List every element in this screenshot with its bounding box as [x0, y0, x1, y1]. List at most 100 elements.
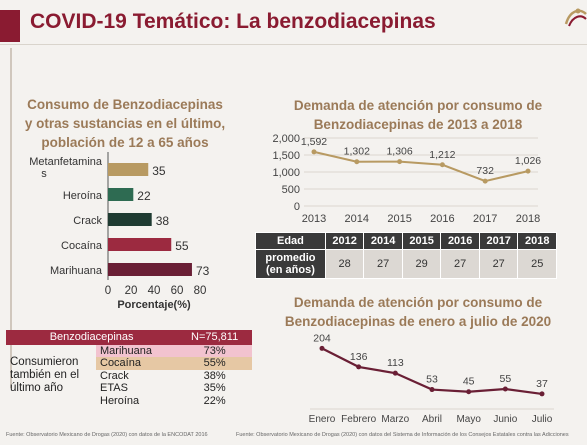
age-table-value: 29	[401, 249, 442, 279]
left-chart-title-line: población de 12 a 65 años	[41, 135, 209, 150]
data-label: 732	[476, 165, 494, 177]
x-tick-label: Enero	[309, 414, 336, 425]
demand-2013-2018-line-chart: 0 500 1,000 1,500 2,000 1,592 2013 1,302 2014 1,3…	[272, 133, 541, 225]
data-point	[356, 364, 362, 370]
data-point	[502, 386, 508, 392]
data-label: 204	[313, 332, 331, 344]
left-chart-title-line: y otras sustancias en el último,	[24, 116, 226, 131]
benzo-row-name: Cocaína	[96, 357, 178, 370]
benzo-table-row-label-line: también en el	[10, 369, 80, 382]
header-divider	[0, 44, 587, 45]
x-tick-label: Junio	[493, 414, 517, 425]
page-title: COVID-19 Temático: La benzodiacepinas	[30, 10, 436, 33]
x-tick-label: 2018	[516, 213, 540, 225]
bar-x-tick-label: 60	[171, 285, 184, 297]
data-label: 37	[536, 378, 548, 390]
x-tick-label: 2016	[430, 213, 454, 225]
data-point	[397, 159, 403, 165]
benzo-row-name: Crack	[100, 369, 129, 382]
benzodiacepinas-table: Benzodiacepinas N=75,811 Consumieron tam…	[6, 330, 252, 407]
age-table-value: 28	[324, 249, 365, 279]
y-tick-label: 1,500	[272, 150, 300, 162]
bar-x-tick-label: 0	[105, 285, 111, 297]
demand-2013-2018-title-line: Demanda de atención por consumo de	[293, 98, 543, 113]
benzo-row-name: ETAS	[100, 382, 128, 395]
bar-x-tick-label: 20	[125, 285, 138, 297]
age-table-year: 2017	[478, 232, 519, 250]
bar-data-label: 73	[196, 264, 210, 278]
bar-x-axis-label: Porcentaje(%)	[117, 299, 191, 311]
demand-2013-2018-title: Demanda de atención por consumo de Benzo…	[268, 96, 568, 134]
data-label: 53	[426, 374, 438, 386]
bar	[108, 263, 192, 276]
bar	[108, 188, 134, 201]
data-label: 1,302	[344, 146, 370, 158]
bar	[108, 238, 172, 251]
footer-source-left: Fuente: Observatorio Mexicano de Drogas …	[6, 432, 208, 438]
data-point	[482, 178, 488, 184]
data-point	[392, 370, 398, 376]
benzo-row-name: Heroína	[100, 394, 140, 407]
benzo-table-row-label-line: último año	[10, 382, 64, 395]
age-table-value: 27	[363, 249, 403, 279]
bar-data-label: 22	[137, 189, 151, 203]
bar-data-label: 35	[152, 164, 166, 178]
age-table-year: 2018	[517, 232, 557, 250]
data-label: 1,306	[386, 146, 412, 158]
x-tick-label: Marzo	[381, 414, 409, 425]
data-label: 113	[387, 357, 404, 369]
title-accent-bar	[0, 10, 20, 42]
x-tick-label: 2017	[473, 213, 497, 225]
x-tick-label: Abril	[422, 414, 442, 425]
x-tick-label: Febrero	[341, 414, 376, 425]
age-table-year: 2012	[324, 232, 365, 250]
bar-category-label: Marihuana	[50, 265, 103, 277]
left-chart-title-line: Consumo de Benzodiacepinas	[27, 97, 223, 112]
demand-2020-title: Demanda de atención por consumo de Benzo…	[268, 293, 568, 331]
data-point	[354, 159, 360, 165]
left-chart-title: Consumo de Benzodiacepinas y otras susta…	[10, 95, 240, 152]
demand-2013-2018-title-line: Benzodiacepinas de 2013 a 2018	[313, 117, 523, 132]
bar-x-tick-label: 40	[148, 285, 161, 297]
benzo-table-row-label-line: Consumieron	[10, 356, 79, 369]
age-table-value: 27	[440, 249, 480, 279]
benzo-table-row-label: Consumieron también en el último año	[6, 345, 96, 408]
age-table-header-label: Edad	[255, 232, 326, 250]
demand-2020-title-line: Demanda de atención por consumo de	[293, 295, 543, 310]
benzo-row-value: 35%	[203, 382, 226, 395]
data-point	[319, 345, 325, 351]
benzo-row-value: 22%	[203, 394, 226, 407]
age-table-row-label-line: (en años)	[265, 264, 315, 276]
series-line	[313, 150, 529, 183]
demand-2020-title-line: Benzodiacepinas de enero a julio de 2020	[284, 314, 552, 329]
age-table-row-label: promedio (en años)	[255, 249, 326, 279]
data-label: 55	[499, 373, 511, 385]
x-tick-label: 2015	[387, 213, 411, 225]
average-age-table: Edad 2012 2014 2015 2016 2017 2018 prome…	[255, 232, 557, 279]
x-tick-label: Julio	[532, 414, 553, 425]
y-tick-label: 1,000	[272, 167, 300, 179]
data-label: 1,592	[301, 136, 327, 148]
bar	[108, 163, 149, 176]
age-table-row-label-line: promedio	[265, 252, 316, 264]
y-tick-label: 500	[282, 184, 300, 196]
bar-category-label: Crack	[73, 215, 102, 227]
data-label: 136	[350, 351, 368, 363]
bar-data-label: 55	[175, 239, 189, 253]
government-logo-icon	[564, 8, 587, 27]
data-point	[439, 162, 445, 168]
footer-source-right: Fuente: Observatorio Mexicano de Drogas …	[236, 432, 569, 438]
data-label: 45	[463, 376, 475, 388]
benzo-row-name: Marihuana	[96, 344, 178, 357]
benzo-row-value: 55%	[177, 357, 252, 370]
bar-data-label: 38	[156, 214, 170, 228]
benzo-row-value: 38%	[203, 369, 226, 382]
benzo-row-value: 73%	[177, 344, 252, 357]
left-rule	[10, 48, 12, 388]
bar	[108, 213, 152, 226]
bar-category-label: s	[41, 168, 47, 180]
x-tick-label: 2013	[302, 213, 326, 225]
x-tick-label: 2014	[345, 213, 369, 225]
